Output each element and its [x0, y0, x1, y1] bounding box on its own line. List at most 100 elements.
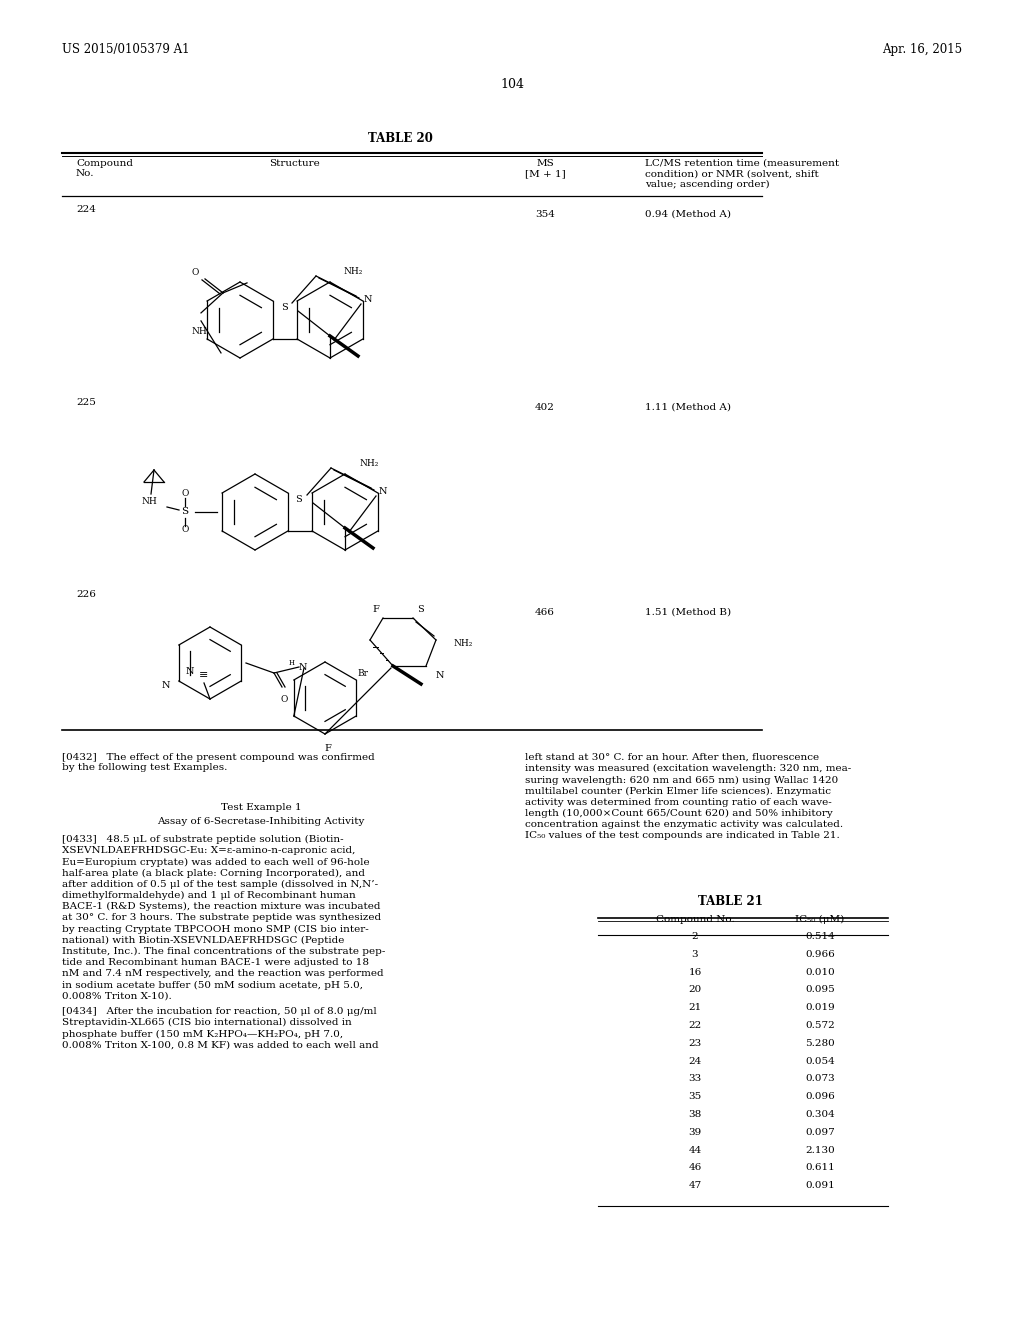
Text: O: O: [181, 490, 188, 499]
Text: IC₅₀ (μM): IC₅₀ (μM): [796, 915, 845, 924]
Text: 104: 104: [500, 78, 524, 91]
Text: phosphate buffer (150 mM K₂HPO₄—KH₂PO₄, pH 7.0,: phosphate buffer (150 mM K₂HPO₄—KH₂PO₄, …: [62, 1030, 343, 1039]
Text: NH: NH: [191, 327, 207, 335]
Text: S: S: [181, 507, 188, 516]
Text: O: O: [281, 696, 288, 704]
Text: N: N: [185, 667, 195, 676]
Text: 35: 35: [688, 1092, 701, 1101]
Text: suring wavelength: 620 nm and 665 nm) using Wallac 1420: suring wavelength: 620 nm and 665 nm) us…: [525, 775, 839, 784]
Text: national) with Biotin-XSEVNLDAEFRHDSGC (Peptide: national) with Biotin-XSEVNLDAEFRHDSGC (…: [62, 936, 344, 945]
Text: O: O: [181, 525, 188, 535]
Text: Test Example 1: Test Example 1: [221, 803, 301, 812]
Text: S: S: [417, 606, 423, 615]
Text: 23: 23: [688, 1039, 701, 1048]
Text: 0.572: 0.572: [805, 1020, 835, 1030]
Text: 0.514: 0.514: [805, 932, 835, 941]
Text: S: S: [281, 302, 288, 312]
Text: 44: 44: [688, 1146, 701, 1155]
Text: by reacting Cryptate TBPCOOH mono SMP (CIS bio inter-: by reacting Cryptate TBPCOOH mono SMP (C…: [62, 924, 369, 933]
Text: concentration against the enzymatic activity was calculated.: concentration against the enzymatic acti…: [525, 820, 843, 829]
Text: 2: 2: [691, 932, 698, 941]
Text: 0.097: 0.097: [805, 1127, 835, 1137]
Text: NH: NH: [141, 498, 157, 507]
Text: 466: 466: [536, 609, 555, 616]
Text: 0.304: 0.304: [805, 1110, 835, 1119]
Text: Assay of 6-Secretase-Inhibiting Activity: Assay of 6-Secretase-Inhibiting Activity: [158, 817, 365, 826]
Text: 20: 20: [688, 986, 701, 994]
Text: after addition of 0.5 μl of the test sample (dissolved in N,N’-: after addition of 0.5 μl of the test sam…: [62, 880, 378, 888]
Text: MS
[M + 1]: MS [M + 1]: [524, 158, 565, 178]
Text: ≡: ≡: [200, 671, 209, 680]
Text: TABLE 20: TABLE 20: [368, 132, 432, 145]
Text: 354: 354: [536, 210, 555, 219]
Text: 16: 16: [688, 968, 701, 977]
Text: 0.095: 0.095: [805, 986, 835, 994]
Text: 0.091: 0.091: [805, 1181, 835, 1191]
Text: half-area plate (a black plate: Corning Incorporated), and: half-area plate (a black plate: Corning …: [62, 869, 365, 878]
Text: F: F: [325, 744, 332, 752]
Text: Apr. 16, 2015: Apr. 16, 2015: [882, 44, 962, 55]
Text: O: O: [191, 268, 199, 277]
Text: length (10,000×Count 665/Count 620) and 50% inhibitory: length (10,000×Count 665/Count 620) and …: [525, 809, 833, 818]
Text: IC₅₀ values of the test compounds are indicated in Table 21.: IC₅₀ values of the test compounds are in…: [525, 832, 840, 841]
Text: 0.096: 0.096: [805, 1092, 835, 1101]
Text: Streptavidin-XL665 (CIS bio international) dissolved in: Streptavidin-XL665 (CIS bio internationa…: [62, 1018, 352, 1027]
Text: Structure: Structure: [269, 158, 321, 168]
Text: nM and 7.4 nM respectively, and the reaction was performed: nM and 7.4 nM respectively, and the reac…: [62, 969, 384, 978]
Text: 0.010: 0.010: [805, 968, 835, 977]
Text: multilabel counter (Perkin Elmer life sciences). Enzymatic: multilabel counter (Perkin Elmer life sc…: [525, 787, 831, 796]
Text: 0.966: 0.966: [805, 950, 835, 958]
Text: US 2015/0105379 A1: US 2015/0105379 A1: [62, 44, 189, 55]
Text: 21: 21: [688, 1003, 701, 1012]
Text: N: N: [299, 663, 307, 672]
Text: 0.019: 0.019: [805, 1003, 835, 1012]
Text: 225: 225: [76, 399, 96, 407]
Text: N: N: [162, 681, 170, 689]
Text: intensity was measured (excitation wavelength: 320 nm, mea-: intensity was measured (excitation wavel…: [525, 764, 851, 774]
Text: 0.94 (Method A): 0.94 (Method A): [645, 210, 731, 219]
Text: TABLE 21: TABLE 21: [697, 895, 763, 908]
Text: LC/MS retention time (measurement
condition) or NMR (solvent, shift
value; ascen: LC/MS retention time (measurement condit…: [645, 158, 839, 189]
Text: 1.11 (Method A): 1.11 (Method A): [645, 403, 731, 412]
Text: Institute, Inc.). The final concentrations of the substrate pep-: Institute, Inc.). The final concentratio…: [62, 946, 385, 956]
Text: NH₂: NH₂: [359, 459, 379, 469]
Text: 24: 24: [688, 1056, 701, 1065]
Text: N: N: [436, 672, 444, 681]
Text: S: S: [296, 495, 302, 503]
Text: at 30° C. for 3 hours. The substrate peptide was synthesized: at 30° C. for 3 hours. The substrate pep…: [62, 913, 381, 923]
Text: 47: 47: [688, 1181, 701, 1191]
Text: NH₂: NH₂: [344, 268, 364, 276]
Text: NH₂: NH₂: [453, 639, 472, 648]
Text: 0.073: 0.073: [805, 1074, 835, 1084]
Text: BACE-1 (R&D Systems), the reaction mixture was incubated: BACE-1 (R&D Systems), the reaction mixtu…: [62, 902, 381, 911]
Text: 3: 3: [691, 950, 698, 958]
Text: Br: Br: [357, 668, 368, 677]
Text: 0.054: 0.054: [805, 1056, 835, 1065]
Text: 0.008% Triton X-10).: 0.008% Triton X-10).: [62, 991, 172, 1001]
Text: tide and Recombinant human BACE-1 were adjusted to 18: tide and Recombinant human BACE-1 were a…: [62, 958, 369, 968]
Text: [0434]   After the incubation for reaction, 50 μl of 8.0 μg/ml: [0434] After the incubation for reaction…: [62, 1007, 377, 1016]
Text: 224: 224: [76, 205, 96, 214]
Text: activity was determined from counting ratio of each wave-: activity was determined from counting ra…: [525, 797, 831, 807]
Text: 38: 38: [688, 1110, 701, 1119]
Text: Compound
No.: Compound No.: [76, 158, 133, 178]
Text: N: N: [364, 294, 373, 304]
Text: 46: 46: [688, 1163, 701, 1172]
Text: 1.51 (Method B): 1.51 (Method B): [645, 609, 731, 616]
Text: 33: 33: [688, 1074, 701, 1084]
Text: Eu=Europium cryptate) was added to each well of 96-hole: Eu=Europium cryptate) was added to each …: [62, 858, 370, 866]
Text: 226: 226: [76, 590, 96, 599]
Text: in sodium acetate buffer (50 mM sodium acetate, pH 5.0,: in sodium acetate buffer (50 mM sodium a…: [62, 981, 362, 990]
Text: N: N: [379, 487, 387, 495]
Text: XSEVNLDAEFRHDSGC-Eu: X=ε-amino-n-capronic acid,: XSEVNLDAEFRHDSGC-Eu: X=ε-amino-n-caproni…: [62, 846, 355, 855]
Text: F: F: [373, 606, 380, 615]
Text: dimethylformaldehyde) and 1 μl of Recombinant human: dimethylformaldehyde) and 1 μl of Recomb…: [62, 891, 355, 900]
Text: 39: 39: [688, 1127, 701, 1137]
Text: [0433]   48.5 μL of substrate peptide solution (Biotin-: [0433] 48.5 μL of substrate peptide solu…: [62, 836, 344, 843]
Text: 22: 22: [688, 1020, 701, 1030]
Text: 2.130: 2.130: [805, 1146, 835, 1155]
Text: H: H: [289, 659, 295, 667]
Text: 5.280: 5.280: [805, 1039, 835, 1048]
Text: left stand at 30° C. for an hour. After then, fluorescence: left stand at 30° C. for an hour. After …: [525, 752, 819, 762]
Text: 0.611: 0.611: [805, 1163, 835, 1172]
